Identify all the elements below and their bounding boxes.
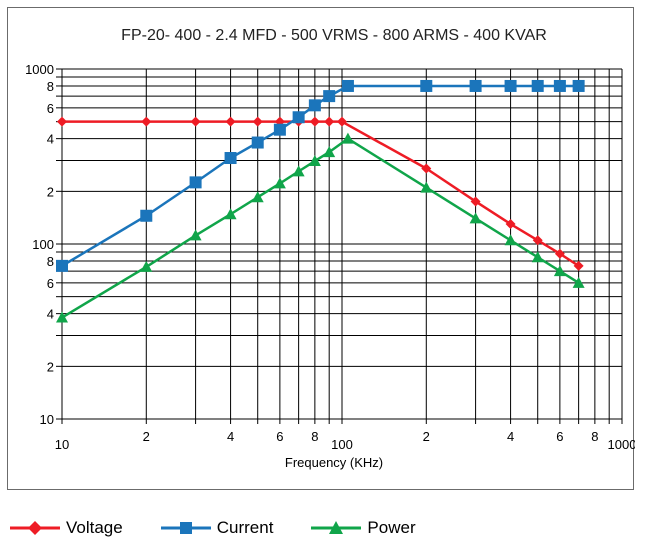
data-point-voltage [421,163,432,174]
data-point-current [273,123,286,136]
data-point-power [572,276,585,288]
data-point-current [308,99,321,112]
data-point-voltage [225,116,236,127]
data-point-current [572,79,585,92]
data-point-current [56,259,68,272]
x-tick-label: 2 [143,429,150,444]
y-tick-label: 2 [47,359,54,374]
legend-item-voltage: Voltage [10,518,123,538]
data-point-voltage [309,116,320,127]
series-line-current [61,84,579,267]
data-point-power [531,251,544,263]
data-point-current [224,152,237,165]
data-point-current [341,79,354,92]
legend-label-voltage: Voltage [66,518,123,537]
data-point-voltage [190,116,201,127]
data-point-voltage [532,235,543,246]
x-tick-label: 10 [55,437,69,452]
y-tick-label: 100 [32,237,54,252]
legend: Voltage Current Power [10,516,454,540]
legend-swatch-current [160,522,211,534]
data-point-current [469,79,482,92]
data-point-voltage [470,196,481,207]
data-point-power [469,212,482,224]
y-tick-label: 6 [47,101,54,116]
y-tick-label: 2 [47,184,54,199]
legend-item-power: Power [311,518,416,538]
data-point-power [323,146,336,158]
chart-svg: FP-20- 400 - 2.4 MFD - 500 VRMS - 800 AR… [25,27,635,470]
data-point-power [224,208,237,220]
data-point-power [140,260,153,272]
legend-swatch-power [311,521,362,534]
x-tick-label: 2 [423,429,430,444]
x-tick-label: 8 [591,429,598,444]
data-point-power [292,165,305,177]
data-point-power [251,191,264,203]
data-point-voltage [141,116,152,127]
x-tick-label: 4 [507,429,514,444]
ticks-layer: 10 2 4 6 8 100 2 4 6 8 1000 10 2 4 6 8 100 2 4 6 8 1000 [25,62,635,452]
data-point-voltage [324,116,335,127]
data-point-power [56,311,68,323]
x-axis-label: Frequency (KHz) [285,455,383,470]
data-point-power [341,132,354,144]
data-point-voltage [573,260,584,271]
data-point-power [504,234,517,246]
data-point-voltage [337,116,347,127]
y-tick-label: 8 [47,254,54,269]
data-point-current [531,79,544,92]
y-tick-label: 8 [47,79,54,94]
legend-item-current: Current [160,518,274,538]
data-point-current [189,176,202,189]
data-point-current [292,111,305,124]
y-tick-label: 6 [47,276,54,291]
x-tick-label: 6 [276,429,283,444]
series-line-voltage [62,120,580,267]
series-voltage [57,116,584,271]
series-line-power [61,137,580,319]
series-power [56,132,585,323]
data-point-power [189,229,202,241]
x-tick-label: 100 [331,437,353,452]
data-point-current [420,79,433,92]
x-tick-label: 4 [227,429,234,444]
y-tick-label: 4 [47,307,54,322]
data-point-voltage [554,248,565,259]
data-point-current [504,79,517,92]
y-tick-label: 4 [47,132,54,147]
data-point-current [323,90,336,103]
x-tick-label: 6 [556,429,563,444]
y-tick-label: 10 [40,412,54,427]
y-tick-label: 1000 [25,62,54,77]
chart-title: FP-20- 400 - 2.4 MFD - 500 VRMS - 800 AR… [121,27,547,44]
chart-frame: FP-20- 400 - 2.4 MFD - 500 VRMS - 800 AR… [7,7,635,490]
x-tick-label: 1000 [608,437,635,452]
data-point-power [308,155,321,167]
data-point-current [251,136,264,149]
data-point-voltage [252,116,263,127]
data-point-power [553,265,566,277]
legend-label-current: Current [216,518,274,537]
data-point-current [140,209,153,222]
legend-label-power: Power [367,518,416,537]
series-current [56,79,585,272]
data-point-voltage [505,219,516,230]
data-point-power [273,177,286,189]
x-tick-label: 8 [311,429,318,444]
series-layer [56,79,585,323]
legend-swatch-voltage [10,521,60,535]
data-point-power [420,181,433,193]
data-point-voltage [57,116,67,127]
data-point-current [553,79,566,92]
